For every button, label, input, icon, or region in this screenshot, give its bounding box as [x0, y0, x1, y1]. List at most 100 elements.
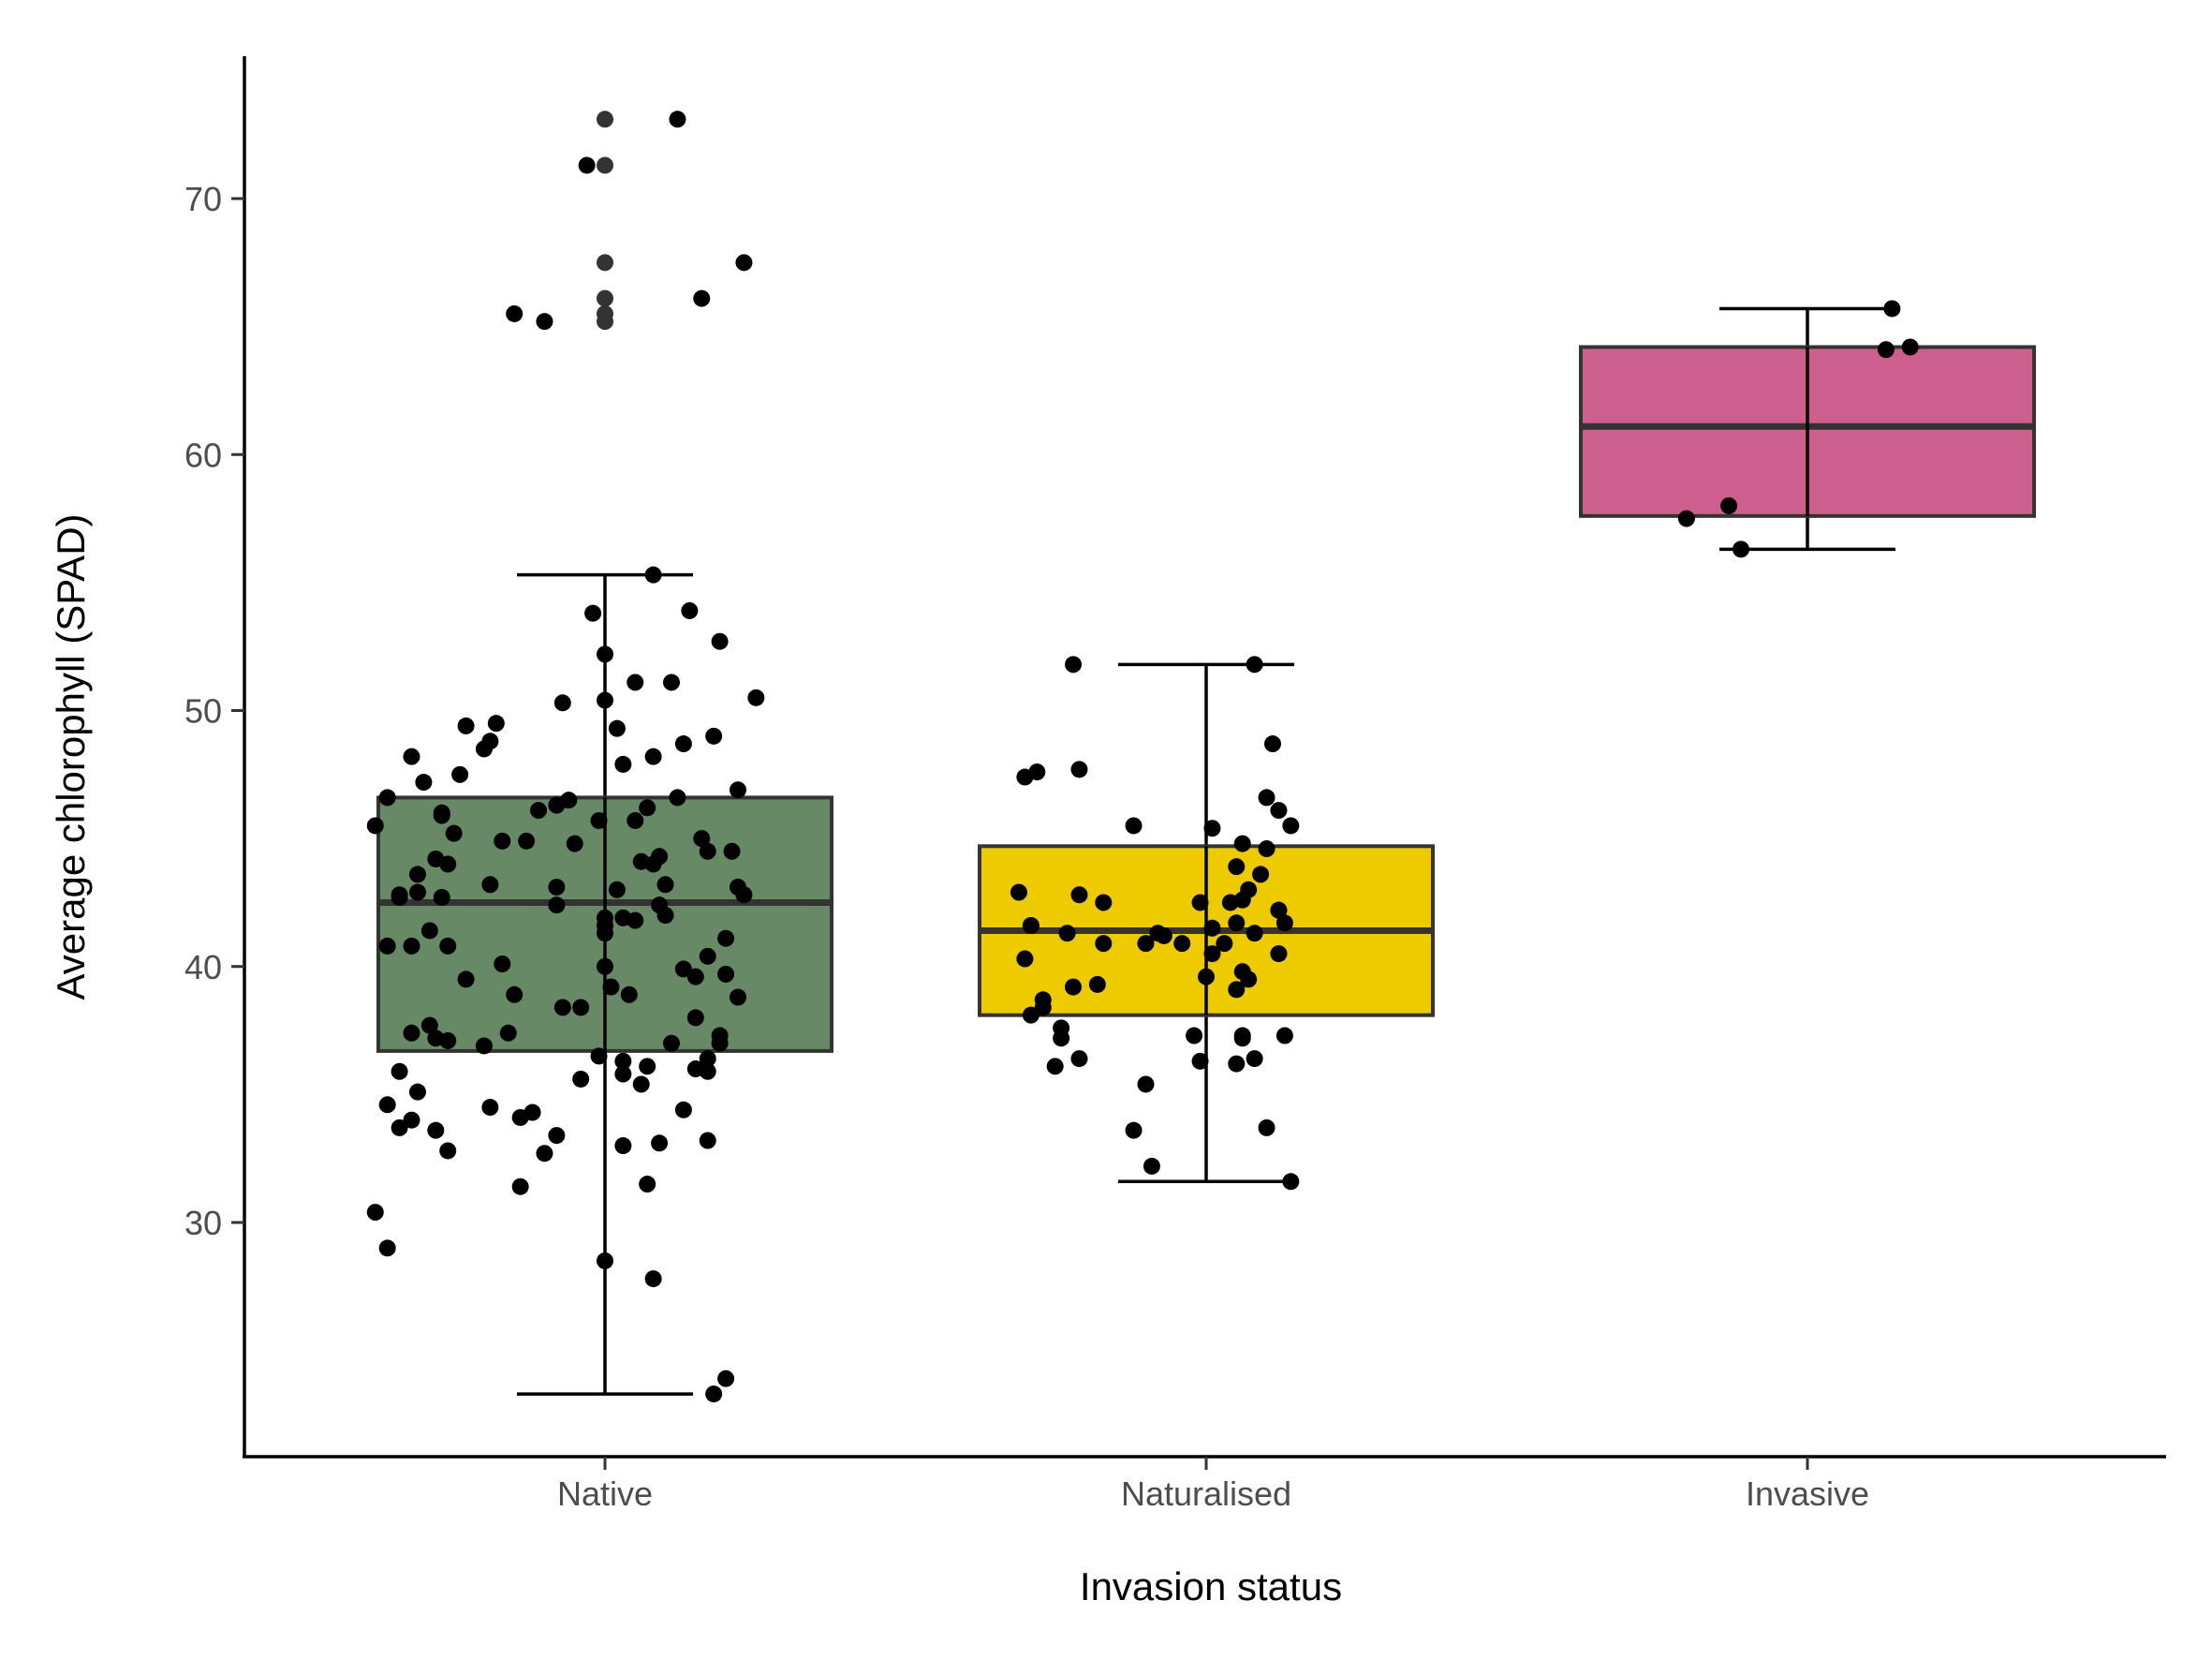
data-point: [699, 1062, 716, 1080]
data-point: [711, 632, 729, 650]
data-point: [518, 832, 536, 850]
data-point: [597, 645, 613, 663]
data-point: [669, 111, 686, 128]
data-point: [403, 1111, 420, 1129]
data-point: [614, 755, 632, 773]
data-point: [614, 1137, 632, 1155]
y-tick-label: 40: [184, 948, 222, 986]
data-point: [536, 313, 553, 331]
data-point: [1070, 1050, 1088, 1068]
data-point: [597, 691, 613, 709]
data-point: [548, 879, 566, 896]
data-point: [1258, 789, 1276, 807]
x-tick-label-naturalised: Naturalised: [1121, 1474, 1291, 1513]
axes-layer: 30 40 50 60 70 Native Naturalised Invasive: [184, 56, 2166, 1513]
data-point: [1216, 935, 1233, 953]
data-point: [662, 1034, 680, 1052]
data-point: [1233, 891, 1251, 909]
data-point: [602, 978, 620, 996]
data-point: [627, 811, 644, 829]
data-point: [1258, 1118, 1276, 1136]
data-point: [578, 156, 596, 174]
x-tick-label-native: Native: [557, 1474, 653, 1513]
data-point: [644, 748, 662, 765]
data-point: [1125, 817, 1143, 835]
data-point: [674, 735, 692, 753]
data-point: [487, 715, 505, 733]
data-point: [1720, 496, 1738, 514]
data-point: [1095, 935, 1113, 953]
data-point: [475, 1037, 493, 1055]
data-point: [1173, 935, 1191, 953]
data-point: [1677, 510, 1695, 527]
data-point: [553, 999, 571, 1016]
data-point: [1233, 835, 1251, 852]
data-point: [391, 886, 408, 904]
data-point: [1028, 763, 1046, 781]
data-point: [1065, 656, 1083, 674]
outlier-point: [597, 254, 613, 272]
data-point: [639, 1058, 656, 1075]
data-point: [1276, 1027, 1293, 1044]
data-point: [735, 254, 753, 272]
data-point: [1010, 883, 1027, 901]
data-point: [1137, 1075, 1155, 1093]
data-point: [590, 811, 608, 829]
data-point: [403, 1024, 420, 1042]
y-axis-title: Average chlorophyll (SPAD): [49, 513, 93, 1000]
data-point: [378, 1239, 396, 1257]
data-point: [674, 1101, 692, 1118]
outlier-point: [597, 289, 613, 307]
data-point: [608, 719, 626, 737]
points-layer: [366, 111, 1919, 1403]
data-point: [597, 909, 613, 926]
data-point: [717, 1370, 735, 1387]
data-point: [366, 1204, 384, 1222]
data-point: [1191, 1052, 1209, 1070]
data-point: [439, 1142, 457, 1160]
data-point: [699, 1132, 716, 1149]
data-point: [1233, 963, 1251, 981]
y-tick-label: 30: [184, 1204, 222, 1242]
data-point: [1186, 1027, 1203, 1044]
data-point: [511, 1178, 529, 1195]
data-point: [644, 566, 662, 584]
data-point: [530, 802, 548, 820]
data-point: [499, 1024, 517, 1042]
data-point: [494, 832, 511, 850]
data-point: [536, 1145, 553, 1163]
data-point: [494, 955, 511, 973]
data-point: [1246, 656, 1263, 674]
data-point: [1088, 975, 1106, 993]
data-point: [1270, 945, 1288, 963]
data-point: [1095, 894, 1113, 911]
data-point: [1276, 914, 1293, 932]
data-point: [1883, 300, 1901, 318]
data-point: [1270, 802, 1288, 820]
data-point: [656, 876, 674, 894]
data-point: [1198, 968, 1215, 985]
data-point: [597, 925, 613, 942]
data-point: [1252, 866, 1270, 883]
data-point: [475, 740, 493, 758]
data-point: [644, 1270, 662, 1288]
y-tick-label: 70: [184, 180, 222, 218]
outlier-point: [597, 111, 613, 128]
data-point: [747, 689, 765, 706]
data-point: [1282, 1173, 1300, 1191]
data-point: [1016, 950, 1034, 968]
data-point: [717, 929, 735, 947]
data-point: [1022, 1006, 1040, 1024]
data-point: [639, 1176, 656, 1193]
data-point: [1258, 840, 1276, 858]
data-point: [566, 835, 583, 852]
data-point: [632, 852, 650, 870]
data-point: [1058, 925, 1076, 942]
data-point: [1246, 1050, 1263, 1068]
data-point: [681, 601, 699, 619]
data-point: [1065, 978, 1083, 996]
data-point: [1022, 917, 1040, 935]
data-point: [1228, 858, 1246, 876]
data-point: [686, 968, 704, 985]
